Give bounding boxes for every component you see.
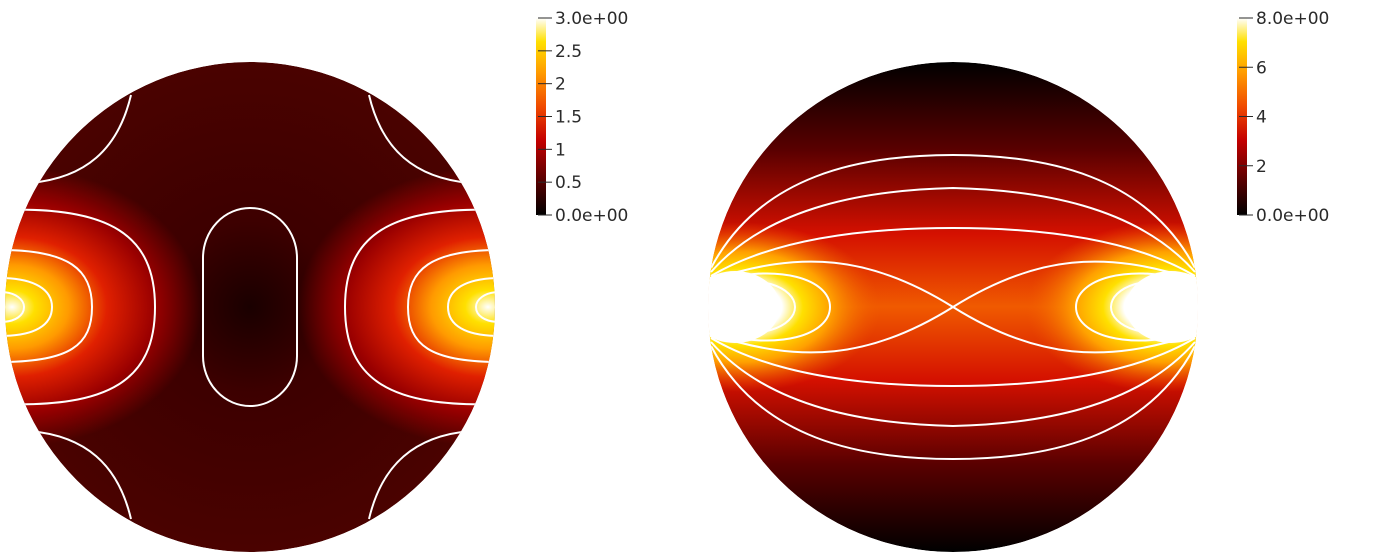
right-contour-separatrix-b [710,260,1196,354]
right-contour-east-2 [1109,280,1196,334]
left-contour-east-inner [446,277,495,337]
left-contour-west-core [5,291,26,323]
right-contour-east-3 [1136,287,1196,327]
right-colorbar-tick-label: 4 [1256,108,1267,128]
right-contour-east-1 [1074,272,1196,342]
left-contour-corner-se [368,430,471,520]
left-contour-west-outer [5,208,157,406]
left-colorbar-tick-label: 3.0e+00 [555,9,628,29]
left-colorbar-tick-label: 2 [555,75,566,95]
right-white-east [1126,271,1198,343]
left-contour-west-inner [5,277,54,337]
right-contour-top-1 [710,153,1196,269]
right-colorbar-tick-label: 8.0e+00 [1256,9,1329,29]
right-contour-bottom-3 [710,337,1196,388]
right-contour-lines [710,153,1196,461]
left-contour-corner-sw [29,430,132,520]
left-contour-west-mid [5,249,94,363]
left-colorbar-tick-label: 1.5 [555,108,582,128]
left-colorbar: 3.0e+00 2.5 2 1.5 1 0.5 0.0e+00 [536,9,628,226]
left-colorbar-tick-label: 2.5 [555,42,582,62]
right-contour-west-2 [710,280,797,334]
right-contour-west-1 [710,272,832,342]
left-contour-east-outer [343,208,495,406]
left-contour-east-mid [406,249,495,363]
right-white-west [708,271,780,343]
right-colorbar-tick-label: 6 [1256,58,1267,78]
left-contour-center-oval [202,207,298,407]
right-field-plot [708,62,1198,552]
right-contour-bottom-1 [710,345,1196,461]
left-colorbar-tick-label: 0.5 [555,173,582,193]
left-contour-east-core [474,291,495,323]
right-contour-top-2 [710,186,1196,273]
left-colorbar-tick-label: 1 [555,140,566,160]
right-contour-bottom-2 [710,341,1196,428]
right-colorbar-tick-label: 0.0e+00 [1256,206,1329,226]
left-colorbar-tick-label: 0.0e+00 [555,206,628,226]
left-field-plot [5,62,495,552]
left-hotspot-east [298,167,495,447]
left-contour-corner-nw [29,94,132,184]
left-disk-background [5,62,495,552]
right-colorbar: 8.0e+00 6 4 2 0.0e+00 [1237,9,1329,226]
right-colorbar-tick-label: 2 [1256,157,1267,177]
left-contour-corner-ne [368,94,471,184]
left-hotspot-west [5,167,202,447]
left-contour-lines [5,94,495,520]
right-contour-top-3 [710,226,1196,277]
right-contour-west-3 [710,287,770,327]
